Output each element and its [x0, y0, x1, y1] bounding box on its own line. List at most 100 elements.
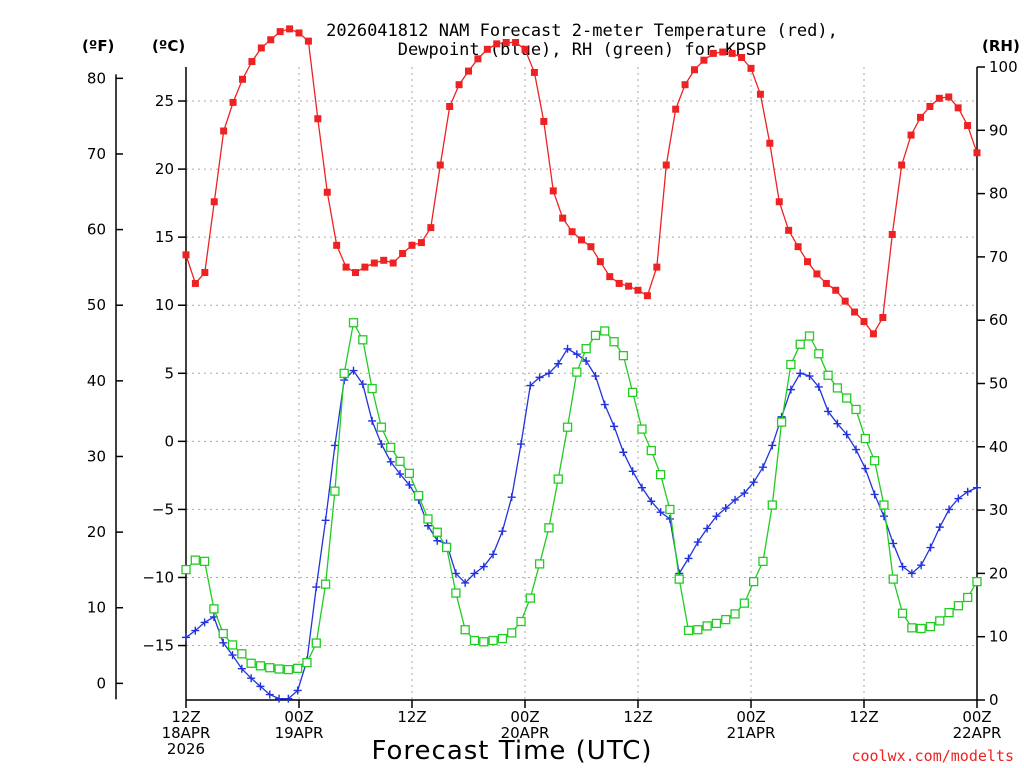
data-point — [540, 117, 548, 125]
data-point — [619, 448, 628, 457]
data-point — [591, 372, 600, 381]
data-point — [628, 387, 638, 398]
data-point — [702, 621, 712, 631]
data-point — [926, 102, 934, 110]
data-point — [320, 579, 331, 589]
data-point — [389, 259, 397, 267]
data-point — [497, 633, 508, 644]
data-point — [427, 224, 435, 232]
data-point — [767, 500, 777, 510]
data-point — [304, 37, 312, 45]
data-point — [944, 607, 954, 618]
data-point — [465, 67, 472, 75]
data-point — [436, 161, 444, 169]
data-point — [681, 81, 689, 89]
data-point — [367, 383, 377, 394]
rh-tick-label: 50 — [989, 375, 1008, 393]
fahrenheit-tick-label: 50 — [87, 296, 106, 314]
rh-tick-label: 30 — [989, 501, 1008, 519]
time-tick-label: 12Z — [623, 708, 652, 726]
data-point — [860, 318, 868, 326]
rh-tick-label: 70 — [989, 248, 1008, 266]
data-point — [972, 576, 982, 587]
fahrenheit-unit-label: (ºF) — [82, 37, 114, 55]
data-point — [530, 68, 538, 76]
data-point — [544, 523, 554, 533]
time-tick-label: 2026 — [167, 740, 205, 758]
data-point — [312, 583, 321, 592]
chart-title-line2: Dewpoint (blue), RH (green) for KPSP — [398, 40, 766, 60]
data-point — [721, 504, 730, 513]
data-point — [730, 609, 740, 619]
data-point — [805, 372, 814, 381]
data-point — [311, 638, 321, 648]
data-point — [446, 102, 454, 110]
data-point — [606, 273, 614, 281]
data-point — [455, 81, 463, 89]
data-point — [917, 113, 924, 121]
data-point — [342, 263, 350, 271]
data-point — [647, 497, 656, 506]
data-point — [568, 228, 576, 236]
series-2-meter-temperature — [182, 25, 981, 338]
data-point — [926, 543, 935, 552]
data-point — [534, 559, 545, 569]
data-point — [964, 122, 972, 130]
data-point — [643, 292, 651, 300]
data-point — [469, 635, 480, 646]
data-point — [861, 464, 870, 473]
data-point — [352, 269, 359, 277]
data-point — [451, 588, 461, 598]
data-point — [653, 263, 661, 271]
data-point — [339, 368, 349, 379]
data-point — [731, 495, 740, 504]
data-point — [832, 383, 843, 393]
data-point — [255, 661, 266, 671]
time-tick-label: 00Z — [510, 708, 539, 726]
rh-tick-label: 20 — [989, 564, 1008, 582]
data-point — [247, 674, 256, 683]
time-tick-label: 20APR — [501, 724, 550, 742]
data-point — [563, 344, 572, 353]
data-point — [581, 344, 591, 354]
data-point — [276, 28, 284, 36]
data-point — [749, 478, 758, 487]
data-point — [470, 569, 479, 578]
data-point — [182, 251, 190, 259]
celsius-tick-label: −5 — [152, 500, 174, 518]
celsius-tick-label: 10 — [155, 296, 174, 314]
data-point — [554, 359, 563, 368]
data-point — [945, 505, 954, 514]
celsius-unit-label: (ºC) — [152, 37, 185, 55]
data-point — [655, 470, 666, 480]
data-point — [386, 457, 395, 466]
data-point — [572, 350, 581, 359]
data-point — [739, 598, 750, 608]
data-point — [229, 98, 237, 106]
data-point — [182, 633, 190, 642]
data-point — [963, 487, 972, 496]
data-point — [181, 564, 191, 575]
data-point — [833, 419, 842, 428]
data-point — [709, 49, 717, 57]
data-point — [227, 640, 238, 650]
data-point — [201, 269, 209, 277]
data-point — [396, 470, 405, 479]
data-point — [190, 555, 200, 565]
data-point — [711, 618, 722, 629]
data-point — [219, 638, 228, 647]
data-point — [488, 635, 498, 646]
celsius-tick-label: 5 — [164, 364, 174, 382]
data-point — [794, 243, 802, 251]
data-point — [191, 626, 200, 635]
data-point — [502, 38, 510, 46]
data-point — [813, 270, 821, 278]
data-point — [860, 433, 870, 444]
data-point — [756, 90, 764, 98]
data-point — [700, 56, 708, 64]
data-point — [693, 625, 703, 635]
data-point — [228, 651, 237, 660]
rh-tick-label: 80 — [989, 185, 1008, 203]
data-point — [210, 198, 218, 206]
